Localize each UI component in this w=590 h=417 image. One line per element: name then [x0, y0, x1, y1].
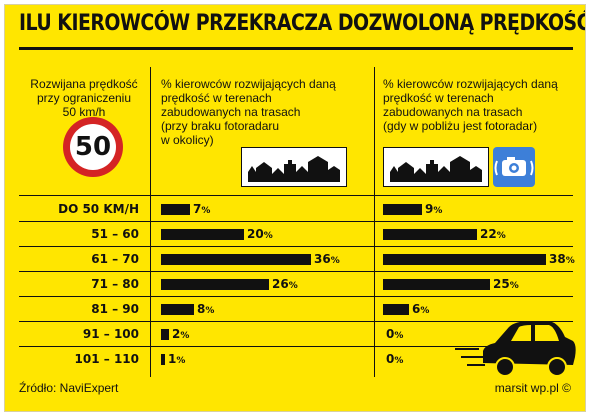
source-note: Źródło: NaviExpert — [19, 381, 119, 395]
bar — [383, 304, 409, 315]
title-rule — [19, 47, 573, 50]
bar — [161, 304, 194, 315]
credit-note: marsit wp.pl © — [494, 381, 571, 395]
header-with-camera-line: % kierowców rozwijających daną — [383, 77, 558, 91]
speed-camera-icon-graphic — [494, 157, 534, 176]
data-label-value: 6 — [412, 302, 421, 316]
bar — [161, 229, 244, 240]
data-label-unit: % — [201, 206, 211, 216]
speeding-car-icon — [455, 321, 576, 377]
row-divider — [19, 246, 573, 247]
data-label: 26% — [272, 277, 298, 291]
data-label-value: 0 — [386, 327, 395, 341]
bar — [383, 229, 477, 240]
data-label-unit: % — [394, 331, 404, 341]
row-divider — [19, 271, 573, 272]
header-speed: Rozwijana prędkość przy ograniczeniu 50 … — [23, 77, 145, 119]
speed-camera-icon — [493, 147, 535, 187]
data-label-value: 22 — [480, 227, 497, 241]
row-divider — [19, 346, 573, 347]
bar — [383, 254, 546, 265]
header-with-camera-line: prędkość w terenach — [383, 91, 494, 105]
data-label-unit: % — [180, 331, 190, 341]
header-speed-line: 50 km/h — [62, 105, 106, 119]
category-label: 91 – 100 — [82, 327, 139, 341]
bar — [383, 279, 490, 290]
row-divider — [19, 221, 573, 222]
data-label-unit: % — [420, 306, 430, 316]
data-label: 25% — [493, 277, 519, 291]
data-label: 2% — [172, 327, 189, 341]
data-label: 0% — [386, 352, 403, 366]
town-silhouette-icon-graphic — [248, 156, 340, 182]
data-label-value: 0 — [386, 352, 395, 366]
header-with-camera-line: (gdy w pobliżu jest fotoradar) — [383, 119, 538, 133]
bar — [161, 354, 165, 365]
category-label: 51 – 60 — [91, 227, 139, 241]
header-no-camera-line: zabudowanych na trasach — [161, 105, 301, 119]
category-label: 61 – 70 — [91, 252, 139, 266]
data-label: 9% — [425, 202, 442, 216]
town-silhouette-icon — [241, 147, 347, 187]
header-no-camera-line: prędkość w terenach — [161, 91, 272, 105]
data-label-value: 20 — [247, 227, 264, 241]
data-label-value: 38 — [549, 252, 566, 266]
data-label-unit: % — [394, 356, 404, 366]
infographic: ILU KIEROWCÓW PRZEKRACZA DOZWOLONĄ PRĘDK… — [4, 4, 586, 412]
data-label: 22% — [480, 227, 506, 241]
category-label: 71 – 80 — [91, 277, 139, 291]
category-label: DO 50 KM/H — [58, 202, 139, 216]
header-speed-line: Rozwijana prędkość — [30, 77, 138, 91]
data-label: 6% — [412, 302, 429, 316]
bar — [383, 204, 422, 215]
data-label-unit: % — [205, 306, 215, 316]
header-speed-line: przy ograniczeniu — [36, 91, 132, 105]
header-with-camera: % kierowców rozwijających daną prędkość … — [383, 77, 583, 133]
data-label-unit: % — [176, 356, 186, 366]
data-label-value: 8 — [197, 302, 206, 316]
header-no-camera-line: w okolicy) — [161, 133, 214, 147]
column-divider — [374, 67, 375, 377]
row-divider — [19, 321, 573, 322]
bar — [161, 329, 169, 340]
data-label-value: 25 — [493, 277, 510, 291]
data-label-value: 7 — [193, 202, 202, 216]
header-no-camera-line: % kierowców rozwijających daną — [161, 77, 336, 91]
data-label-unit: % — [565, 256, 575, 266]
speed-limit-value: 50 — [70, 124, 116, 170]
data-label-unit: % — [288, 281, 298, 291]
data-label: 7% — [193, 202, 210, 216]
town-silhouette-icon — [383, 147, 489, 187]
data-label-value: 2 — [172, 327, 181, 341]
data-label-unit: % — [433, 206, 443, 216]
speed-limit-sign: 50 — [63, 117, 123, 177]
data-label: 0% — [386, 327, 403, 341]
header-rule — [19, 195, 573, 196]
category-label: 81 – 90 — [91, 302, 139, 316]
row-divider — [19, 296, 573, 297]
data-label-unit: % — [263, 231, 273, 241]
data-label: 36% — [314, 252, 340, 266]
data-label-unit: % — [496, 231, 506, 241]
column-divider — [150, 67, 151, 377]
data-label-unit: % — [330, 256, 340, 266]
data-label-value: 1 — [168, 352, 177, 366]
category-label: 101 – 110 — [74, 352, 139, 366]
data-label: 1% — [168, 352, 185, 366]
data-label: 38% — [549, 252, 575, 266]
data-label: 8% — [197, 302, 214, 316]
page-title: ILU KIEROWCÓW PRZEKRACZA DOZWOLONĄ PRĘDK… — [19, 11, 586, 36]
bar — [161, 254, 311, 265]
data-label-unit: % — [509, 281, 519, 291]
header-no-camera: % kierowców rozwijających daną prędkość … — [161, 77, 361, 147]
bar — [161, 279, 269, 290]
data-label-value: 26 — [272, 277, 289, 291]
data-label-value: 9 — [425, 202, 434, 216]
town-silhouette-icon-graphic — [390, 156, 482, 182]
data-label-value: 36 — [314, 252, 331, 266]
bar — [161, 204, 190, 215]
header-with-camera-line: zabudowanych na trasach — [383, 105, 523, 119]
header-no-camera-line: (przy braku fotoradaru — [161, 119, 280, 133]
data-label: 20% — [247, 227, 273, 241]
